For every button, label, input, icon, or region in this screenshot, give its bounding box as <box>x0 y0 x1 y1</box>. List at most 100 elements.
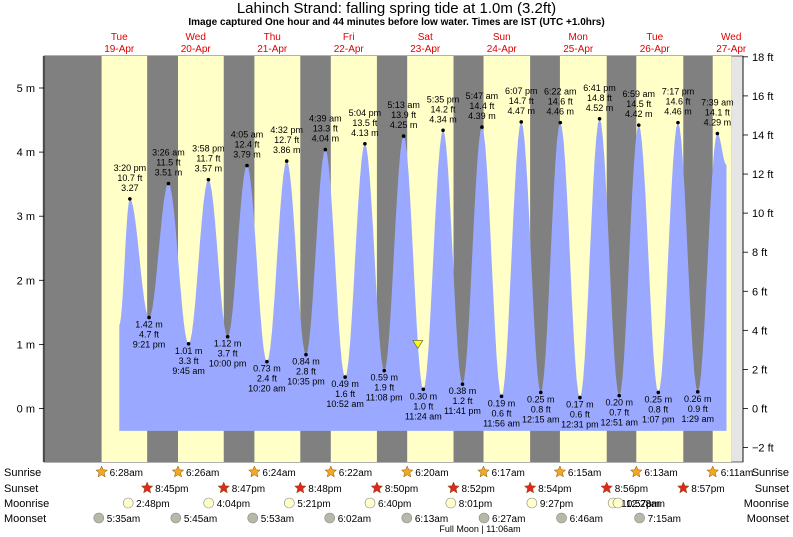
high-tide-point <box>558 120 563 125</box>
high-tide-point <box>206 177 211 182</box>
sunrise-star-icon <box>248 465 261 478</box>
moonrise-time: 8:01pm <box>459 499 492 510</box>
low-tide-point <box>578 395 582 400</box>
low-tide-point <box>617 393 622 398</box>
low-tide-label: 1.12 m <box>214 339 242 349</box>
high-tide-label: 4.13 m <box>351 128 379 138</box>
low-tide-label: 12:31 pm <box>561 420 599 430</box>
low-tide-label: 0.25 m <box>645 394 673 404</box>
sunset-star-icon <box>447 481 460 494</box>
low-tide-label: 11:41 pm <box>444 406 481 416</box>
low-tide-label: 11:24 am <box>405 411 442 421</box>
moonset-time: 6:02am <box>338 514 371 525</box>
current-level-marker <box>412 340 424 349</box>
row-label-moonset-left: Moonset <box>4 513 46 525</box>
moonset-time: 5:35am <box>107 514 140 525</box>
high-tide-label: 5:04 pm <box>349 108 382 118</box>
sunrise-star-icon <box>95 465 108 478</box>
high-tide-label: 3:26 am <box>152 148 185 158</box>
moonset-moon-icon <box>324 512 336 524</box>
low-tide-label: 0.49 m <box>331 379 359 389</box>
low-tide-point <box>421 387 426 392</box>
moonrise-moon-icon <box>526 497 538 509</box>
low-tide-label: 0.73 m <box>253 364 281 374</box>
day-date-label: 21-Apr <box>257 44 288 55</box>
day-labels: Tue19-AprWed20-AprThu21-AprFri22-AprSat2… <box>104 32 747 55</box>
high-tide-label: 14.2 ft <box>431 104 457 114</box>
high-tide-point <box>441 128 445 133</box>
low-tide-label: 3.3 ft <box>179 356 200 366</box>
left-tick-label: 5 m <box>17 83 35 95</box>
right-tick-label: 4 ft <box>752 325 767 337</box>
row-label-sunrise-right: Sunrise <box>752 467 789 479</box>
high-tide-label: 13.9 ft <box>391 110 417 120</box>
low-tide-point <box>538 390 543 395</box>
left-tick-label: 1 m <box>17 339 35 351</box>
low-tide-point <box>186 341 191 346</box>
low-tide-label: 0.30 m <box>410 391 438 401</box>
day-name-label: Wed <box>186 32 206 43</box>
chart-title: Lahinch Strand: falling spring tide at 1… <box>236 0 557 17</box>
sunrise-star-icon <box>706 465 720 478</box>
day-date-label: 27-Apr <box>716 44 747 55</box>
sunset-time: 8:45pm <box>155 484 188 495</box>
high-tide-label: 4:39 am <box>309 114 342 124</box>
sunrise-time: 6:20am <box>415 468 448 479</box>
moonset-time: 7:15am <box>648 514 681 525</box>
high-tide-label: 4.39 m <box>468 111 496 121</box>
low-tide-label: 11:56 am <box>483 418 520 428</box>
moonset-moon-icon <box>247 512 259 524</box>
high-tide-label: 3.79 m <box>233 150 261 160</box>
day-name-label: Fri <box>343 32 355 43</box>
low-tide-point <box>225 334 230 339</box>
sunrise-time: 6:11am <box>721 468 754 479</box>
high-tide-label: 13.3 ft <box>313 124 339 134</box>
high-tide-label: 4.52 m <box>586 103 614 113</box>
high-tide-label: 4.46 m <box>664 107 692 117</box>
low-tide-label: 1.01 m <box>175 346 203 356</box>
right-tick-label: 8 ft <box>752 247 767 259</box>
sunrise-time: 6:24am <box>262 468 295 479</box>
high-tide-label: 14.1 ft <box>705 108 731 118</box>
low-tide-label: 4.7 ft <box>139 329 160 339</box>
day-date-label: 23-Apr <box>410 44 441 55</box>
high-tide-label: 5:13 am <box>387 100 420 110</box>
sunrise-star-icon <box>629 465 643 478</box>
high-tide-label: 4:05 am <box>231 130 264 140</box>
high-tide-point <box>166 181 171 186</box>
low-tide-label: 0.6 ft <box>570 410 591 420</box>
sunrise-star-icon <box>553 465 567 478</box>
sunrise-star-icon <box>324 465 338 478</box>
low-tide-label: 0.59 m <box>370 373 398 383</box>
sunrise-star-icon <box>400 465 414 478</box>
low-tide-label: 9:45 am <box>172 366 205 376</box>
right-tick-label: 10 ft <box>752 208 773 220</box>
left-tick-label: 3 m <box>17 211 35 223</box>
low-tide-point <box>382 368 387 373</box>
moonrise-moon-icon <box>203 497 215 509</box>
right-tick-label: 12 ft <box>752 169 773 181</box>
sunrise-time: 6:13am <box>644 468 677 479</box>
high-tide-label: 3.27 <box>121 183 139 193</box>
left-tick-label: 0 m <box>17 404 35 416</box>
moonset-moon-icon <box>170 512 182 524</box>
low-tide-label: 10:00 pm <box>209 359 247 369</box>
low-tide-label: 1:07 pm <box>642 414 675 424</box>
day-name-label: Tue <box>646 32 663 43</box>
low-tide-point <box>265 359 269 364</box>
low-tide-label: 0.17 m <box>566 400 594 410</box>
low-tide-label: 0.9 ft <box>688 404 709 414</box>
low-tide-label: 9:21 pm <box>133 339 166 349</box>
day-date-label: 25-Apr <box>563 44 594 55</box>
sunset-star-icon <box>293 481 307 494</box>
tide-curve <box>119 118 727 431</box>
low-tide-label: 1.42 m <box>135 319 163 329</box>
day-name-label: Wed <box>721 32 741 43</box>
low-tide-label: 11:08 pm <box>366 393 403 403</box>
high-tide-point <box>519 120 524 124</box>
low-tide-point <box>304 352 308 357</box>
sunset-time: 8:50pm <box>385 484 418 495</box>
high-tide-point <box>323 147 328 152</box>
